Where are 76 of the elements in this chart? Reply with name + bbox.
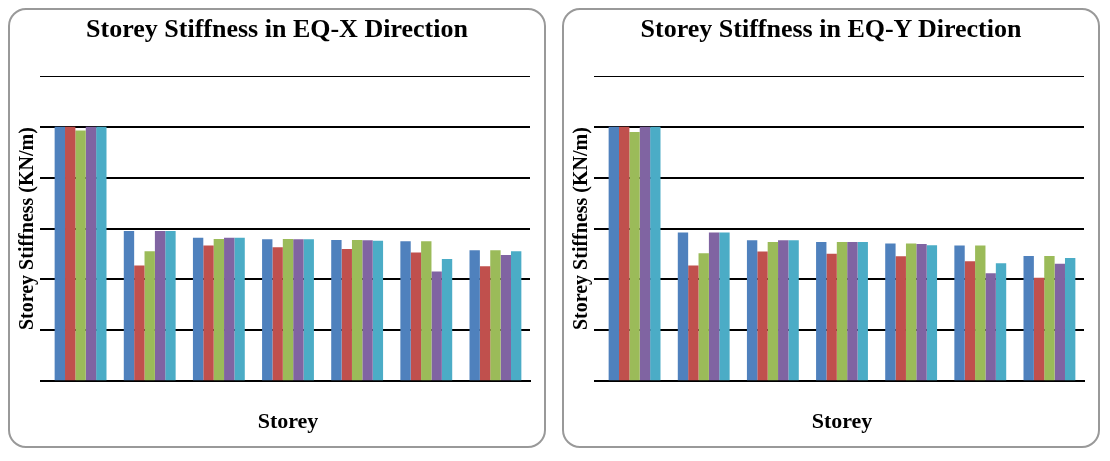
bar [826, 253, 837, 381]
x-axis-title: Storey [811, 408, 873, 434]
bar [767, 242, 779, 381]
bar [262, 239, 273, 381]
y-axis-title: Storey Stiffness (KN/m) [569, 127, 593, 331]
bar [144, 251, 155, 381]
bar [836, 242, 848, 381]
bar [282, 239, 294, 381]
bar [1054, 263, 1065, 381]
bar [629, 131, 640, 381]
bar [857, 242, 868, 381]
bar [816, 242, 827, 381]
bar [757, 251, 768, 381]
bar [165, 230, 176, 381]
bar [1044, 256, 1055, 381]
bar [372, 240, 384, 381]
bar [362, 240, 373, 381]
bar [746, 240, 758, 381]
bar [926, 245, 938, 381]
bar [85, 126, 97, 381]
x-axis-title: Storey [257, 408, 319, 434]
bar [975, 245, 986, 381]
bar [154, 230, 166, 381]
bar [469, 250, 480, 381]
bar [688, 265, 699, 381]
bar [677, 232, 689, 381]
bar [123, 230, 135, 381]
bar [905, 243, 917, 381]
bar [400, 241, 411, 381]
bar [608, 126, 620, 381]
bar [500, 255, 511, 381]
bar [341, 248, 352, 381]
bar [421, 241, 432, 381]
bar [54, 126, 66, 381]
bar [954, 245, 965, 381]
bar [75, 130, 86, 381]
chart-title: Storey Stiffness in EQ-Y Direction [639, 14, 1023, 45]
bar [431, 271, 442, 381]
bar [203, 245, 214, 381]
bar [479, 266, 491, 381]
bar [134, 265, 145, 381]
bar [895, 256, 906, 381]
bar [708, 232, 720, 381]
bar [1033, 277, 1045, 381]
bar [885, 243, 896, 381]
bar [224, 237, 235, 381]
bar [441, 259, 453, 381]
bar [788, 240, 799, 381]
bar [192, 237, 204, 381]
bar [964, 261, 976, 381]
bar [65, 126, 76, 381]
bar [234, 237, 245, 381]
bar [916, 244, 927, 381]
bar [490, 250, 501, 381]
bar [1023, 256, 1034, 381]
bar [1064, 258, 1076, 381]
bar [650, 126, 661, 381]
bar [331, 240, 342, 381]
y-axis-title: Storey Stiffness (KN/m) [15, 127, 39, 331]
bar [96, 126, 107, 381]
bar [293, 239, 304, 381]
chart-title: Storey Stiffness in EQ-X Direction [85, 14, 469, 45]
bar [272, 247, 283, 381]
bar [985, 273, 996, 381]
bar [303, 239, 314, 381]
bar [719, 232, 730, 381]
bar [778, 240, 789, 381]
bar [639, 126, 651, 381]
bar [410, 252, 422, 381]
bar [995, 263, 1007, 381]
bar [619, 126, 630, 381]
bar [847, 242, 858, 381]
bar [510, 251, 522, 381]
bar [698, 253, 709, 381]
bar [213, 239, 225, 381]
bar [351, 240, 363, 381]
